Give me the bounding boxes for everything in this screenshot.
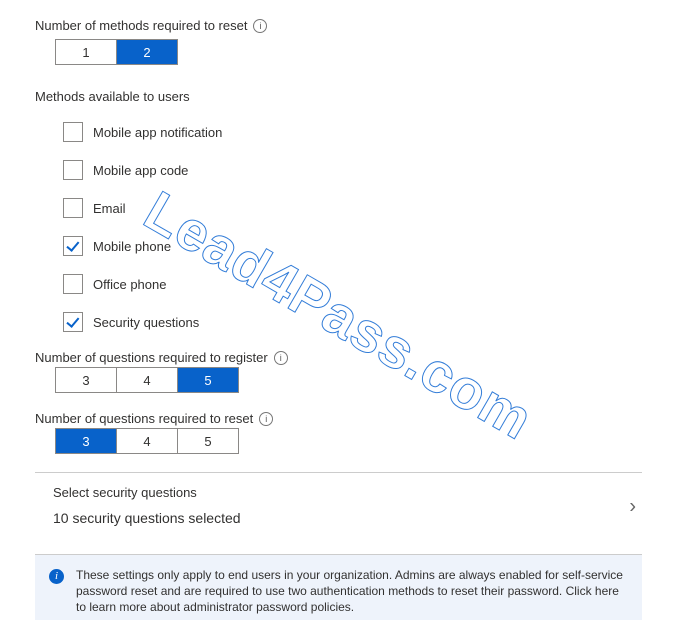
select-security-questions[interactable]: Select security questions 10 security qu… — [35, 472, 642, 540]
toggle-option[interactable]: 5 — [178, 368, 238, 392]
method-checkbox[interactable] — [63, 312, 83, 332]
method-label: Email — [93, 201, 126, 216]
method-row: Security questions — [63, 312, 642, 332]
toggle-option[interactable]: 3 — [56, 368, 117, 392]
methods-required-toggle[interactable]: 12 — [55, 39, 178, 65]
info-icon[interactable]: i — [274, 351, 288, 365]
method-label: Mobile phone — [93, 239, 171, 254]
methods-available-label: Methods available to users — [35, 89, 642, 104]
method-label: Office phone — [93, 277, 166, 292]
method-label: Mobile app code — [93, 163, 188, 178]
method-checkbox[interactable] — [63, 122, 83, 142]
method-checkbox[interactable] — [63, 236, 83, 256]
methods-available-text: Methods available to users — [35, 89, 190, 104]
method-checkbox[interactable] — [63, 160, 83, 180]
info-icon[interactable]: i — [259, 412, 273, 426]
questions-reset-label: Number of questions required to reset i — [35, 411, 642, 426]
method-row: Office phone — [63, 274, 642, 294]
method-checkbox[interactable] — [63, 274, 83, 294]
toggle-option[interactable]: 2 — [117, 40, 177, 64]
methods-list: Mobile app notification Mobile app code Em… — [63, 122, 642, 332]
questions-register-label: Number of questions required to register… — [35, 350, 642, 365]
methods-required-text: Number of methods required to reset — [35, 18, 247, 33]
select-questions-subtitle: 10 security questions selected — [53, 510, 638, 526]
toggle-option[interactable]: 5 — [178, 429, 238, 453]
admin-notice: i These settings only apply to end users… — [35, 554, 642, 620]
info-filled-icon: i — [49, 569, 64, 584]
toggle-option[interactable]: 1 — [56, 40, 117, 64]
toggle-option[interactable]: 4 — [117, 429, 178, 453]
method-row: Mobile app notification — [63, 122, 642, 142]
method-row: Email — [63, 198, 642, 218]
toggle-option[interactable]: 4 — [117, 368, 178, 392]
method-row: Mobile phone — [63, 236, 642, 256]
toggle-option[interactable]: 3 — [56, 429, 117, 453]
questions-reset-text: Number of questions required to reset — [35, 411, 253, 426]
questions-register-toggle[interactable]: 345 — [55, 367, 239, 393]
method-label: Mobile app notification — [93, 125, 222, 140]
questions-register-text: Number of questions required to register — [35, 350, 268, 365]
questions-reset-toggle[interactable]: 345 — [55, 428, 239, 454]
select-questions-title: Select security questions — [53, 485, 638, 500]
notice-text: These settings only apply to end users i… — [76, 567, 626, 616]
method-checkbox[interactable] — [63, 198, 83, 218]
methods-required-label: Number of methods required to reset i — [35, 18, 642, 33]
method-label: Security questions — [93, 315, 199, 330]
info-icon[interactable]: i — [253, 19, 267, 33]
method-row: Mobile app code — [63, 160, 642, 180]
chevron-right-icon: › — [629, 495, 636, 518]
